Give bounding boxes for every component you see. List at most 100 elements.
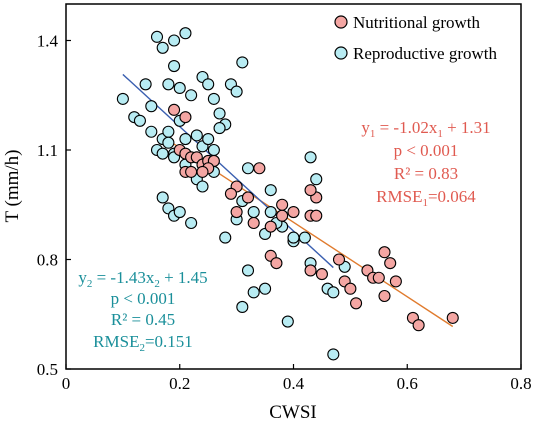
point-reproductive <box>230 85 243 98</box>
point-reproductive <box>207 143 220 157</box>
y-tick-label: 1.4 <box>37 32 59 51</box>
legend-marker-nutritional <box>334 15 348 29</box>
point-nutritional <box>230 206 243 219</box>
nutritional-equation: y1 = -1.02x1 + 1.31 <box>361 118 490 140</box>
nutritional-eq-mid: = -1.02x <box>375 118 437 137</box>
point-reproductive <box>116 92 129 105</box>
x-tick-label: 0.6 <box>397 374 418 393</box>
point-reproductive <box>156 147 169 160</box>
point-reproductive <box>162 125 175 138</box>
point-reproductive <box>173 206 186 219</box>
point-reproductive <box>156 41 169 54</box>
point-nutritional <box>185 165 198 178</box>
point-reproductive <box>327 286 340 299</box>
point-reproductive <box>156 191 169 204</box>
point-reproductive <box>202 78 215 91</box>
point-nutritional <box>304 264 317 277</box>
point-reproductive <box>241 162 255 175</box>
point-nutritional <box>378 289 391 303</box>
point-reproductive <box>145 125 158 138</box>
nutritional-rmse-value: =0.064 <box>428 187 476 206</box>
point-nutritional <box>270 257 283 270</box>
nutritional-rmse: RMSE1=0.064 <box>376 187 476 209</box>
point-reproductive <box>202 133 215 146</box>
point-reproductive <box>179 27 192 40</box>
nutritional-eq-x-sub: 1 <box>437 128 443 140</box>
reproductive-eq-x-sub: 2 <box>154 278 160 290</box>
point-nutritional <box>276 198 289 211</box>
point-reproductive <box>179 133 192 146</box>
reproductive-eq-mid: = -1.43x <box>92 268 154 287</box>
reproductive-r2: R² = 0.45 <box>111 310 175 329</box>
legend-label-reproductive: Reproductive growth <box>353 44 497 63</box>
point-nutritional <box>446 311 459 324</box>
reproductive-p-value: p < 0.001 <box>111 289 176 308</box>
point-nutritional <box>332 253 346 266</box>
point-nutritional <box>276 209 289 222</box>
nutritional-rmse-label: RMSE <box>376 187 422 206</box>
point-nutritional <box>253 162 266 175</box>
point-reproductive <box>145 100 158 113</box>
point-nutritional <box>241 191 255 204</box>
point-reproductive <box>213 107 226 120</box>
reproductive-eq-y-sub: 2 <box>87 278 93 290</box>
nutritional-rmse-sub: 1 <box>422 197 428 209</box>
x-tick-label: 0.4 <box>283 374 305 393</box>
y-tick-label: 0.8 <box>37 251 58 270</box>
point-nutritional <box>264 220 277 233</box>
point-reproductive <box>298 231 311 244</box>
axes-layer: 0 0.2 0.4 0.6 0.8 0.5 0.8 1.1 1.4 <box>37 32 532 394</box>
point-nutritional <box>350 297 363 310</box>
point-reproductive <box>213 122 226 135</box>
point-reproductive <box>310 173 323 186</box>
point-nutritional <box>287 206 300 219</box>
point-reproductive <box>168 34 181 47</box>
x-tick-label: 0 <box>62 374 71 393</box>
point-reproductive <box>259 282 272 295</box>
point-nutritional <box>389 275 402 288</box>
y-tick-label: 1.1 <box>37 141 58 160</box>
reproductive-eq-end: + 1.45 <box>160 268 208 287</box>
point-nutritional <box>378 246 391 259</box>
point-reproductive <box>287 231 300 244</box>
point-reproductive <box>150 30 164 43</box>
point-reproductive <box>264 184 277 197</box>
point-nutritional <box>344 282 357 295</box>
legend-marker-reproductive <box>334 46 348 60</box>
nutritional-eq-y-sub: 1 <box>370 128 376 140</box>
point-reproductive <box>162 78 175 91</box>
nutritional-p-value: p < 0.001 <box>394 141 459 160</box>
point-nutritional <box>372 271 385 284</box>
fit-line-nutritional <box>173 143 454 328</box>
point-reproductive <box>185 216 198 230</box>
point-nutritional <box>384 257 397 270</box>
x-tick-label: 0.8 <box>510 374 531 393</box>
reproductive-rmse-sub: 2 <box>139 342 145 354</box>
x-tick-label: 0.2 <box>169 374 190 393</box>
point-reproductive <box>219 231 232 244</box>
point-reproductive <box>304 151 317 164</box>
point-nutritional <box>224 187 237 200</box>
point-reproductive <box>196 180 209 193</box>
point-nutritional <box>196 165 209 178</box>
reproductive-rmse: RMSE2=0.151 <box>93 332 193 354</box>
reproductive-rmse-label: RMSE <box>93 332 139 351</box>
reproductive-rmse-value: =0.151 <box>145 332 193 351</box>
x-axis-label: CWSI <box>269 402 317 423</box>
nutritional-r2: R² = 0.83 <box>394 164 458 183</box>
nutritional-eq-end: + 1.31 <box>443 118 491 137</box>
legend: Nutritional growth Reproductive growth <box>334 13 497 63</box>
reproductive-equation: y2 = -1.43x2 + 1.45 <box>78 268 207 290</box>
point-reproductive <box>133 114 146 127</box>
point-reproductive <box>139 78 152 91</box>
point-nutritional <box>412 319 425 332</box>
point-reproductive <box>281 315 294 328</box>
reproductive-eq-y: y <box>78 268 87 287</box>
point-nutritional <box>247 216 260 230</box>
point-nutritional <box>179 111 192 124</box>
point-reproductive <box>168 60 181 73</box>
point-reproductive <box>162 136 175 149</box>
point-reproductive <box>173 81 186 94</box>
point-reproductive <box>247 206 260 219</box>
plot-layer <box>116 27 459 361</box>
